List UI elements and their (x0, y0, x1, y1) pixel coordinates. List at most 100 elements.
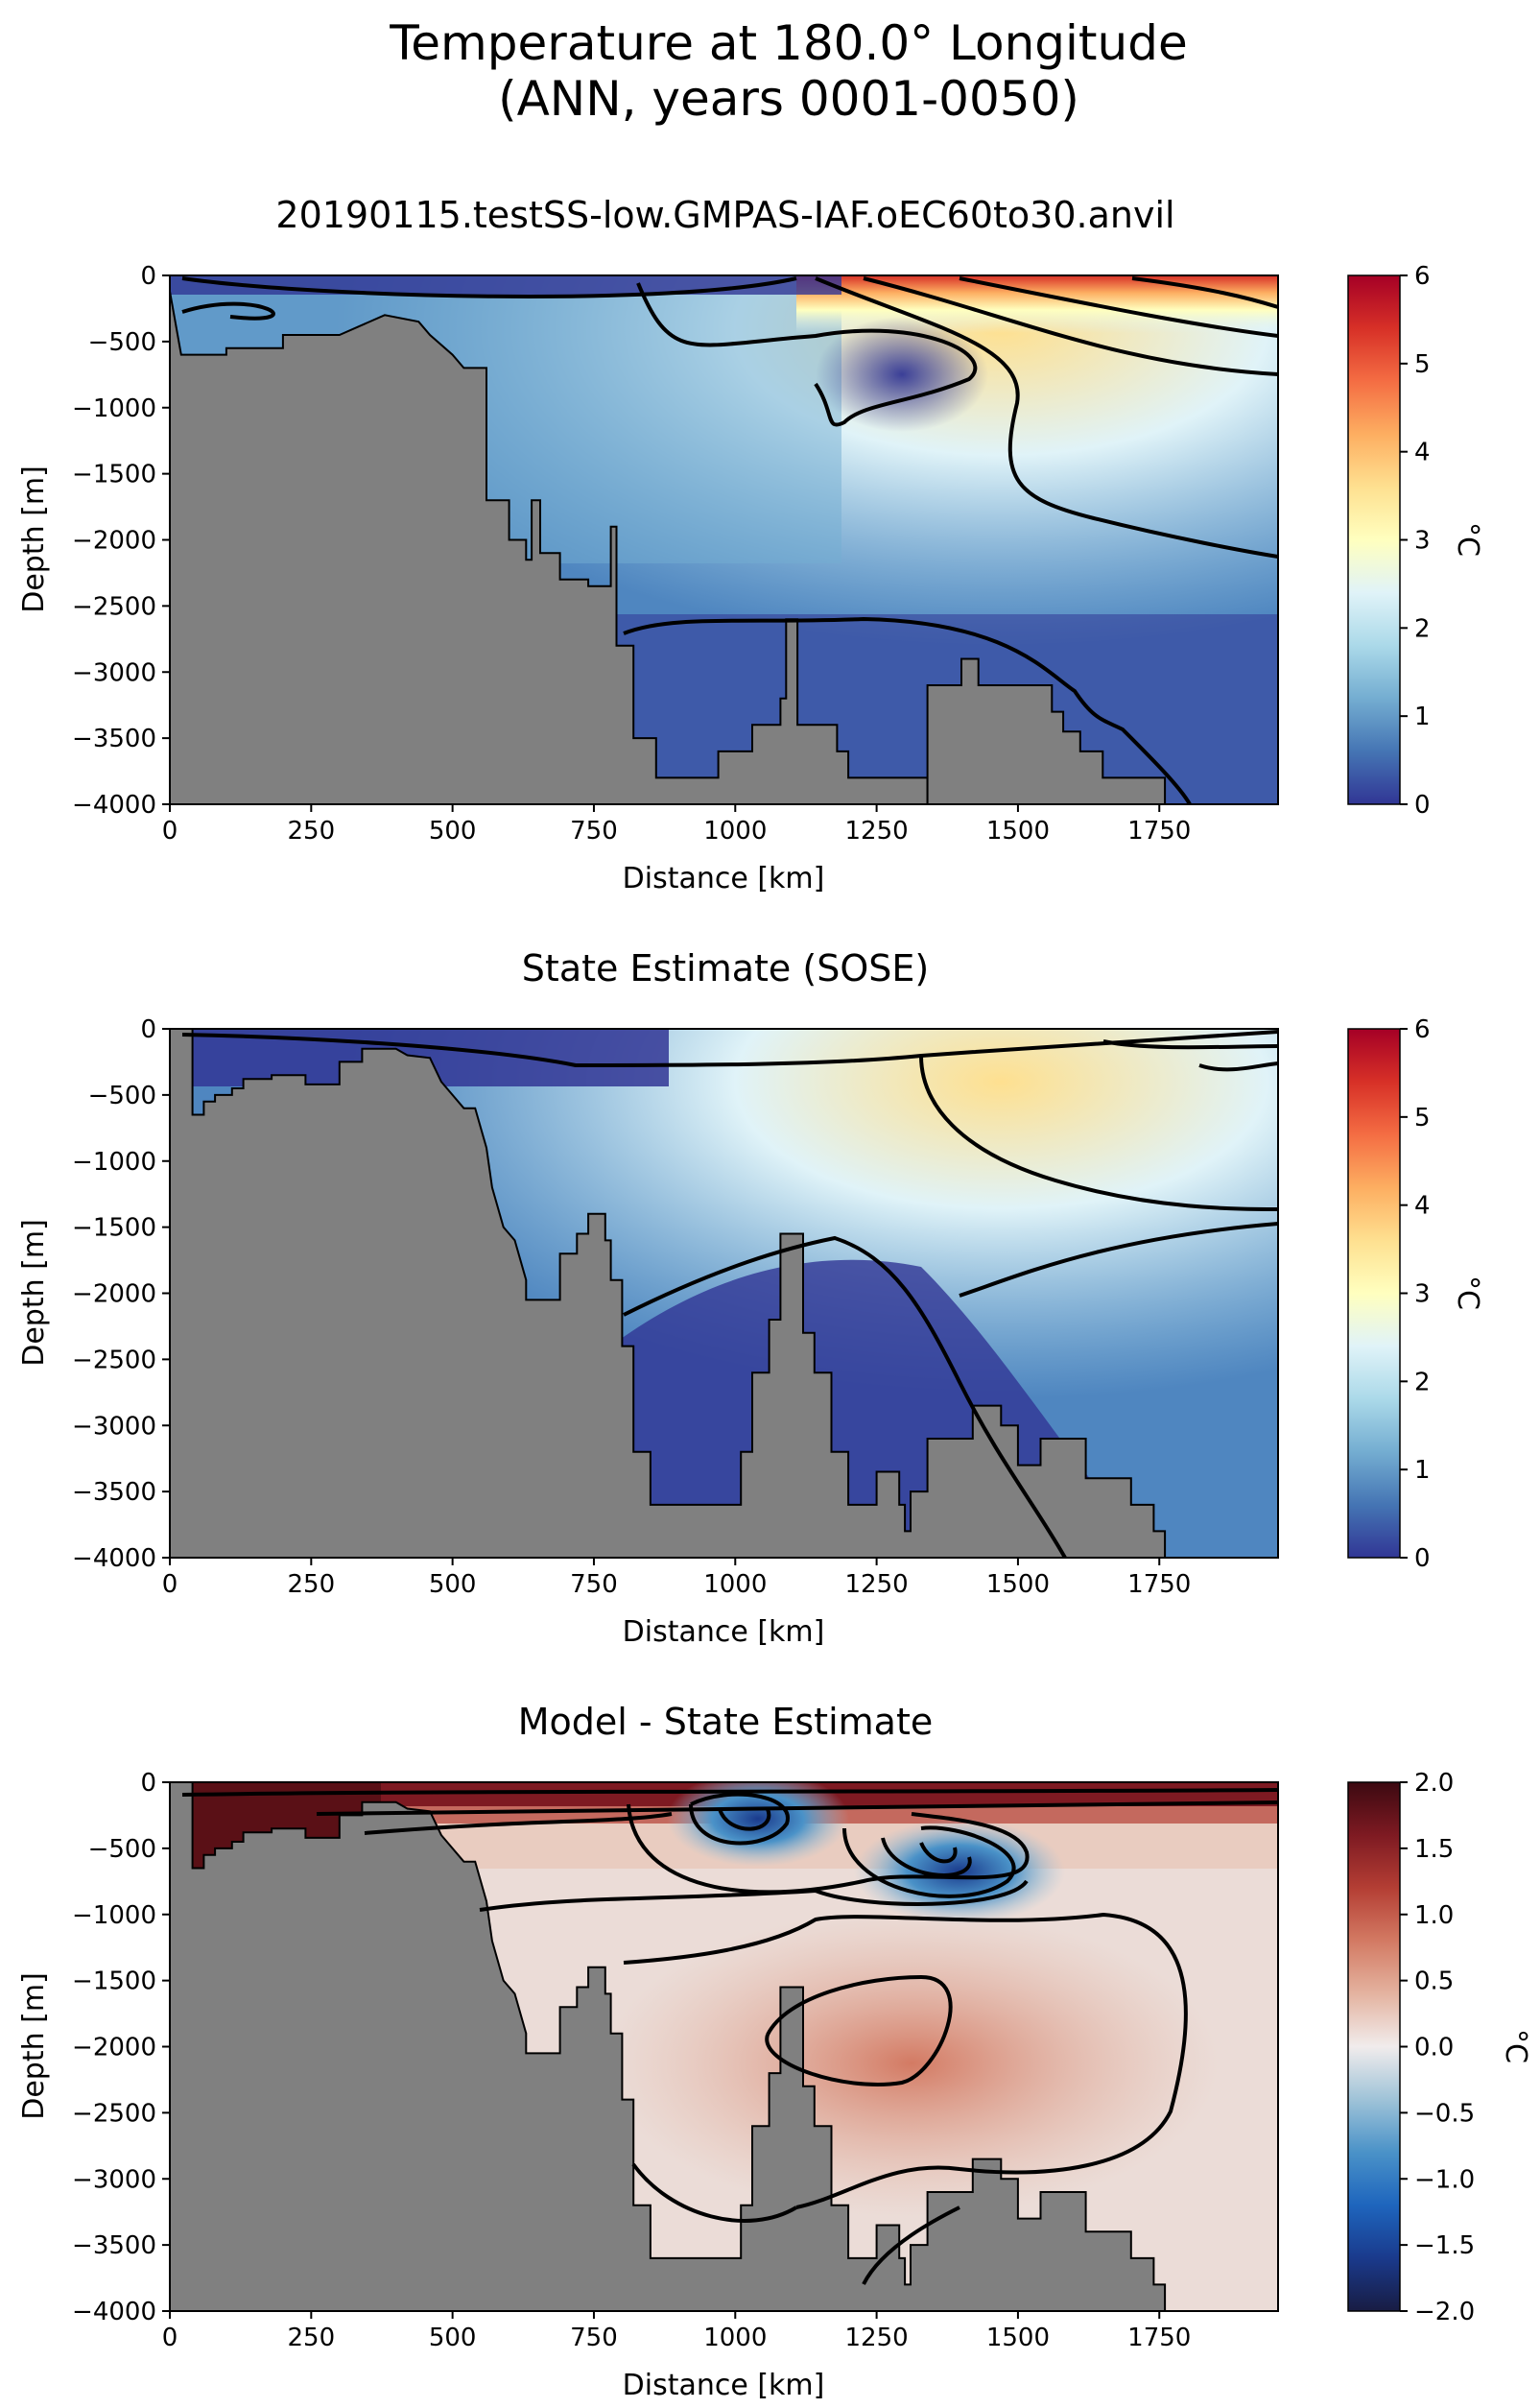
y-axis-label: Depth [m] (17, 1219, 51, 1367)
contour-lines (181, 1030, 1278, 1558)
y-tick-label: −4000 (72, 2298, 156, 2326)
x-tick-label: 750 (570, 817, 618, 846)
colorbar-tick-label: 0.5 (1414, 1967, 1454, 1996)
y-tick-label: −500 (88, 1082, 156, 1110)
x-tick-label: 750 (570, 1570, 618, 1599)
contour-lines (181, 276, 1278, 804)
x-tick-label: 750 (570, 2324, 618, 2352)
x-tick-label: 1250 (845, 2324, 909, 2352)
colorbar (1347, 1781, 1401, 2312)
y-axis-label: Depth [m] (17, 465, 51, 613)
colorbar-tick-label: 1 (1414, 1456, 1431, 1485)
y-tick-label: −4000 (72, 791, 156, 820)
colorbar-label: °C (1499, 2029, 1532, 2063)
colorbar-tick-label: 3 (1414, 1280, 1431, 1309)
colorbar-tick-label: 2 (1414, 1368, 1431, 1396)
x-axis-label: Distance [km] (623, 862, 825, 895)
bathymetry (170, 1782, 1167, 2311)
y-tick-label: −4000 (72, 1544, 156, 1573)
colorbar-tick-label: 6 (1414, 1015, 1431, 1044)
panel-difference: Model - State Estimate (17, 1701, 1532, 2402)
y-tick-label: −500 (88, 1835, 156, 1864)
suptitle-line2: (ANN, years 0001-0050) (498, 71, 1079, 127)
colorbar-tick-label: 5 (1414, 350, 1431, 379)
seafloor (170, 1782, 1167, 2311)
colorbar-tick-label: 0.0 (1414, 2034, 1454, 2062)
colorbar-tick-label: 4 (1414, 1192, 1431, 1221)
panel-sose: State Estimate (SOSE) 0 250 500 750 1000 1250… (17, 947, 1484, 1649)
y-tick-label: −2500 (72, 2099, 156, 2128)
y-tick-label: 0 (140, 1015, 156, 1044)
x-tick-label: 250 (288, 817, 336, 846)
y-tick-label: −1500 (72, 1967, 156, 1996)
y-tick-label: −3500 (72, 1478, 156, 1507)
x-tick-label: 1250 (845, 1570, 909, 1599)
colorbar (1347, 274, 1401, 805)
x-tick-label: 1750 (1127, 1570, 1191, 1599)
suptitle-line1: Temperature at 180.0° Longitude (389, 15, 1187, 71)
colorbar-tick-label: 4 (1414, 439, 1431, 467)
colorbar-tick-label: 1 (1414, 703, 1431, 731)
colorbar-tick-label: −2.0 (1414, 2298, 1475, 2326)
x-tick-label: 1500 (986, 1570, 1050, 1599)
y-tick-label: −1500 (72, 1214, 156, 1243)
x-tick-label: 1250 (845, 817, 909, 846)
plot-area (170, 275, 1278, 804)
colorbar-tick-label: 2 (1414, 614, 1431, 643)
y-tick-label: −3000 (72, 2165, 156, 2194)
y-tick-label: −3000 (72, 658, 156, 687)
x-tick-label: 0 (162, 1570, 178, 1599)
contour-lines (181, 1788, 1278, 2285)
y-tick-label: −2500 (72, 1346, 156, 1374)
y-tick-label: 0 (140, 1769, 156, 1798)
x-tick-label: 1750 (1127, 817, 1191, 846)
colorbar (1347, 1028, 1401, 1559)
colorbar-tick-label: 6 (1414, 262, 1431, 291)
panel-model: 20190115.testSS-low.GMPAS-IAF.oEC60to30.… (17, 194, 1484, 895)
y-tick-label: 0 (140, 262, 156, 291)
panel-title: Model - State Estimate (518, 1701, 933, 1743)
x-tick-label: 1750 (1127, 2324, 1191, 2352)
plot-area (170, 1029, 1278, 1558)
x-tick-label: 500 (429, 1570, 477, 1599)
seafloor-east (926, 657, 1167, 804)
x-tick-label: 1500 (986, 817, 1050, 846)
x-tick-label: 0 (162, 2324, 178, 2352)
colorbar-tick-label: 1.0 (1414, 1901, 1454, 1930)
x-tick-label: 1000 (703, 2324, 767, 2352)
panel-title: 20190115.testSS-low.GMPAS-IAF.oEC60to30.… (275, 194, 1174, 236)
plot-area (170, 1782, 1278, 2311)
colorbar-tick-label: 2.0 (1414, 1769, 1454, 1798)
y-tick-label: −1000 (72, 1901, 156, 1930)
colorbar-tick-label: −0.5 (1414, 2099, 1475, 2128)
x-tick-label: 500 (429, 817, 477, 846)
x-axis-label: Distance [km] (623, 2369, 825, 2402)
y-tick-label: −1000 (72, 394, 156, 423)
colorbar-label: °C (1451, 1276, 1484, 1310)
y-tick-label: −2000 (72, 2034, 156, 2062)
panel-title: State Estimate (SOSE) (522, 947, 929, 989)
x-tick-label: 500 (429, 2324, 477, 2352)
x-axis-label: Distance [km] (623, 1615, 825, 1649)
y-tick-label: −2500 (72, 592, 156, 621)
colorbar-tick-label: 3 (1414, 527, 1431, 556)
y-tick-label: −1000 (72, 1148, 156, 1177)
x-tick-label: 1000 (703, 1570, 767, 1599)
y-tick-label: −2000 (72, 1280, 156, 1309)
x-tick-label: 250 (288, 1570, 336, 1599)
y-tick-label: −1500 (72, 461, 156, 489)
colorbar-tick-label: −1.0 (1414, 2165, 1475, 2194)
colorbar-tick-label: −1.5 (1414, 2231, 1475, 2260)
y-axis-label: Depth [m] (17, 1972, 51, 2120)
y-tick-label: −3500 (72, 2231, 156, 2260)
y-tick-label: −500 (88, 328, 156, 357)
x-tick-label: 1500 (986, 2324, 1050, 2352)
x-tick-label: 0 (162, 817, 178, 846)
colorbar-tick-label: 5 (1414, 1104, 1431, 1132)
y-tick-label: −3000 (72, 1412, 156, 1441)
x-tick-label: 250 (288, 2324, 336, 2352)
colorbar-tick-label: 0 (1414, 1544, 1431, 1573)
colorbar-tick-label: 1.5 (1414, 1835, 1454, 1864)
y-tick-label: −2000 (72, 527, 156, 556)
